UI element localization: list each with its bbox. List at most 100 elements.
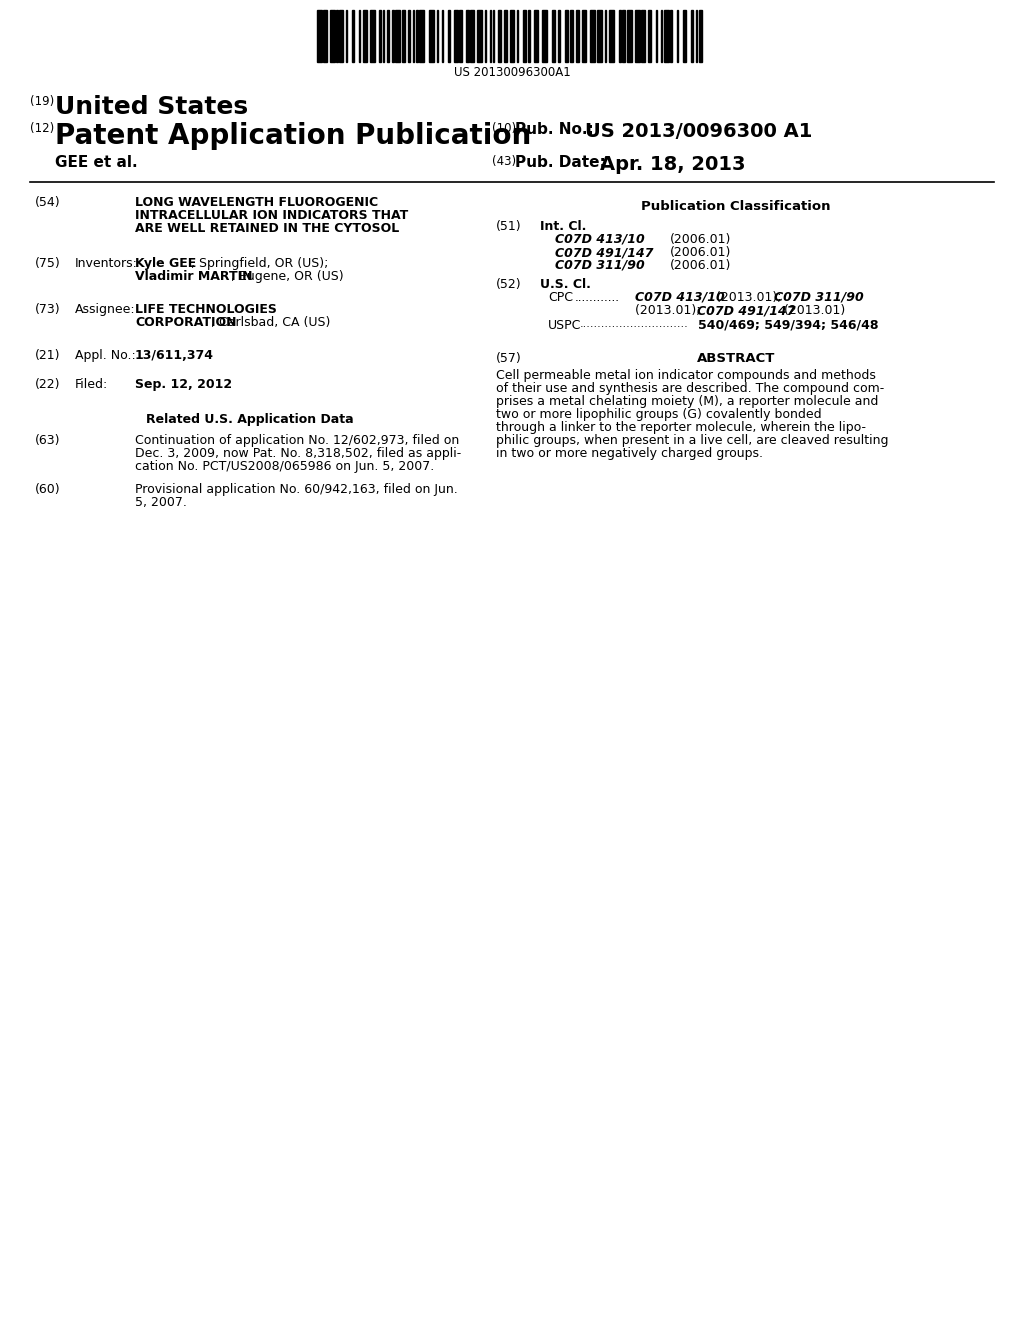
Bar	[383, 11, 384, 62]
Bar	[583, 11, 586, 62]
Text: (2013.01);: (2013.01);	[635, 304, 705, 317]
Text: (43): (43)	[492, 154, 516, 168]
Text: (57): (57)	[496, 352, 522, 366]
Text: , Carlsbad, CA (US): , Carlsbad, CA (US)	[211, 315, 331, 329]
Text: (60): (60)	[35, 483, 60, 496]
Bar	[677, 11, 678, 62]
Bar	[664, 11, 669, 62]
Text: (75): (75)	[35, 257, 60, 271]
Text: C07D 311/90: C07D 311/90	[774, 290, 864, 304]
Bar	[543, 11, 547, 62]
Text: C07D 413/10: C07D 413/10	[555, 234, 645, 246]
Bar	[449, 11, 450, 62]
Text: through a linker to the reporter molecule, wherein the lipo-: through a linker to the reporter molecul…	[496, 421, 866, 434]
Text: in two or more negatively charged groups.: in two or more negatively charged groups…	[496, 447, 763, 459]
Text: , Springfield, OR (US);: , Springfield, OR (US);	[191, 257, 329, 271]
Bar	[379, 11, 381, 62]
Bar	[683, 11, 686, 62]
Text: (73): (73)	[35, 304, 60, 315]
Text: USPC: USPC	[548, 319, 582, 333]
Bar	[409, 11, 410, 62]
Text: (2006.01): (2006.01)	[670, 234, 731, 246]
Text: United States: United States	[55, 95, 248, 119]
Bar	[558, 11, 560, 62]
Text: Provisional application No. 60/942,163, filed on Jun.: Provisional application No. 60/942,163, …	[135, 483, 458, 496]
Bar	[590, 11, 595, 62]
Text: philic groups, when present in a live cell, are cleaved resulting: philic groups, when present in a live ce…	[496, 434, 889, 447]
Text: (12): (12)	[30, 121, 54, 135]
Bar	[466, 11, 469, 62]
Bar	[470, 11, 474, 62]
Text: GEE et al.: GEE et al.	[55, 154, 137, 170]
Text: CORPORATION: CORPORATION	[135, 315, 237, 329]
Bar	[477, 11, 481, 62]
Bar	[324, 11, 327, 62]
Bar	[392, 11, 393, 62]
Text: Dec. 3, 2009, now Pat. No. 8,318,502, filed as appli-: Dec. 3, 2009, now Pat. No. 8,318,502, fi…	[135, 447, 461, 459]
Text: (2006.01): (2006.01)	[670, 246, 731, 259]
Bar	[416, 11, 418, 62]
Bar	[597, 11, 601, 62]
Text: two or more lipophilic groups (G⁣) covalently bonded: two or more lipophilic groups (G⁣) coval…	[496, 408, 821, 421]
Bar	[455, 11, 458, 62]
Bar	[620, 11, 621, 62]
Text: CPC: CPC	[548, 290, 573, 304]
Bar	[419, 11, 424, 62]
Bar	[641, 11, 645, 62]
Bar	[498, 11, 501, 62]
Text: Assignee:: Assignee:	[75, 304, 135, 315]
Bar	[441, 11, 443, 62]
Text: Cell permeable metal ion indicator compounds and methods: Cell permeable metal ion indicator compo…	[496, 370, 876, 381]
Bar	[346, 11, 347, 62]
Bar	[623, 11, 626, 62]
Text: (2013.01);: (2013.01);	[712, 290, 785, 304]
Bar	[535, 11, 538, 62]
Bar	[648, 11, 651, 62]
Bar	[699, 11, 702, 62]
Text: (19): (19)	[30, 95, 54, 108]
Text: Vladimir MARTIN: Vladimir MARTIN	[135, 271, 253, 282]
Text: Patent Application Publication: Patent Application Publication	[55, 121, 531, 150]
Bar	[691, 11, 692, 62]
Text: US 20130096300A1: US 20130096300A1	[454, 66, 570, 79]
Text: Kyle GEE: Kyle GEE	[135, 257, 197, 271]
Text: C07D 491/147: C07D 491/147	[555, 246, 653, 259]
Bar	[660, 11, 663, 62]
Text: ............: ............	[575, 290, 620, 304]
Bar	[395, 11, 400, 62]
Text: prises a metal chelating moiety (M⁣), a reporter molecule and: prises a metal chelating moiety (M⁣), a …	[496, 395, 879, 408]
Bar	[484, 11, 486, 62]
Bar	[575, 11, 580, 62]
Text: C07D 311/90: C07D 311/90	[555, 259, 645, 272]
Text: (22): (22)	[35, 378, 60, 391]
Text: (52): (52)	[496, 279, 521, 290]
Bar	[401, 11, 404, 62]
Bar	[330, 11, 335, 62]
Bar	[489, 11, 492, 62]
Bar	[569, 11, 572, 62]
Bar	[552, 11, 555, 62]
Text: of their use and synthesis are described. The compound com-: of their use and synthesis are described…	[496, 381, 885, 395]
Bar	[429, 11, 434, 62]
Bar	[336, 11, 338, 62]
Bar	[523, 11, 526, 62]
Text: Continuation of application No. 12/602,973, filed on: Continuation of application No. 12/602,9…	[135, 434, 459, 447]
Bar	[370, 11, 375, 62]
Text: Pub. Date:: Pub. Date:	[515, 154, 606, 170]
Bar	[493, 11, 495, 62]
Bar	[352, 11, 353, 62]
Text: ABSTRACT: ABSTRACT	[696, 352, 775, 366]
Bar	[339, 11, 343, 62]
Text: LONG WAVELENGTH FLUOROGENIC: LONG WAVELENGTH FLUOROGENIC	[135, 195, 378, 209]
Text: Sep. 12, 2012: Sep. 12, 2012	[135, 378, 232, 391]
Text: Appl. No.:: Appl. No.:	[75, 348, 136, 362]
Text: 540/469; 549/394; 546/48: 540/469; 549/394; 546/48	[698, 319, 879, 333]
Text: , Eugene, OR (US): , Eugene, OR (US)	[231, 271, 344, 282]
Text: ..............................: ..............................	[580, 319, 689, 329]
Text: Publication Classification: Publication Classification	[641, 201, 830, 213]
Text: C07D 413/10: C07D 413/10	[635, 290, 725, 304]
Text: (10): (10)	[492, 121, 516, 135]
Bar	[696, 11, 697, 62]
Text: Inventors:: Inventors:	[75, 257, 138, 271]
Bar	[387, 11, 389, 62]
